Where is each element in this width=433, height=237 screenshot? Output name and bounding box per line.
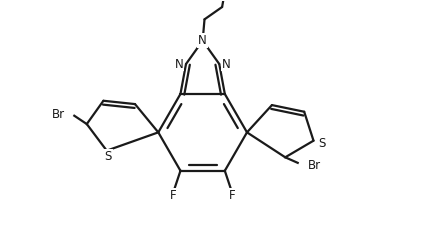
Text: S: S xyxy=(318,137,326,150)
Text: N: N xyxy=(174,58,184,71)
Text: F: F xyxy=(170,188,177,201)
Text: N: N xyxy=(198,34,207,47)
Text: Br: Br xyxy=(307,159,320,172)
Text: N: N xyxy=(222,58,231,71)
Text: F: F xyxy=(229,188,235,201)
Text: Br: Br xyxy=(52,108,65,121)
Text: S: S xyxy=(104,150,112,163)
